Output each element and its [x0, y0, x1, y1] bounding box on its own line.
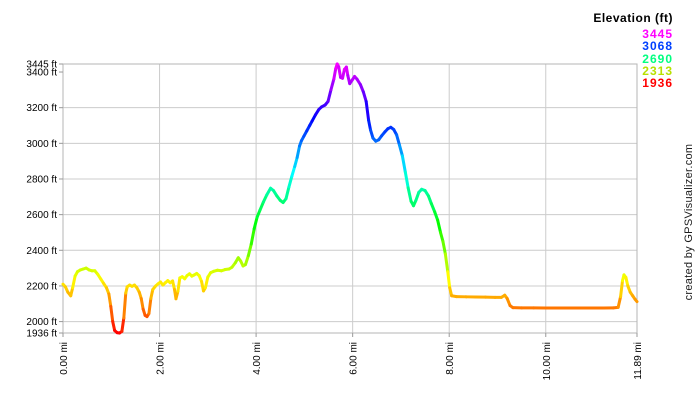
- elevation-line-segment: [109, 304, 115, 324]
- elevation-line-segment: [367, 118, 373, 132]
- x-axis-tick-label: 10.00 mi: [542, 342, 553, 380]
- elevation-line-segment: [246, 242, 253, 258]
- elevation-line-segment: [403, 170, 410, 190]
- elevation-line-segment: [400, 154, 407, 174]
- elevation-line-segment: [436, 218, 443, 234]
- elevation-line-segment: [341, 67, 346, 80]
- elevation-line-segment: [249, 227, 256, 246]
- elevation-line-segment: [395, 133, 401, 147]
- elevation-line-segment: [293, 156, 299, 169]
- elevation-line-segment: [361, 90, 368, 103]
- elevation-line-segment: [71, 274, 77, 290]
- elevation-line-segment: [633, 297, 639, 304]
- elevation-line-segment: [147, 296, 153, 316]
- elevation-line-segment: [616, 295, 623, 309]
- elevation-line-segment: [337, 65, 343, 79]
- legend-entry: 3445: [642, 27, 673, 41]
- y-axis-tick-label: 3000 ft: [26, 139, 57, 150]
- legend-entry: 3068: [642, 39, 673, 54]
- elevation-line-segment: [441, 239, 447, 256]
- elevation-line-segment: [122, 291, 128, 320]
- x-axis-tick-label: 6.00 mi: [349, 342, 360, 375]
- x-axis-tick-label: 8.00 mi: [445, 342, 456, 375]
- legend-entry: 2313: [642, 63, 673, 78]
- y-axis-tick-label: 2400 ft: [26, 246, 57, 257]
- legend-entries: 3445 3068 2690 2313 1936: [593, 27, 673, 91]
- legend-entry: 1936: [642, 76, 673, 91]
- legend-entry: 2690: [642, 51, 673, 66]
- y-axis-tick-label: 2200 ft: [26, 281, 57, 292]
- elevation-line-segment: [203, 275, 210, 290]
- x-axis-tick-label: 2.00 mi: [156, 342, 167, 375]
- y-axis-tick-label: 3200 ft: [26, 103, 57, 114]
- elevation-line-segment: [290, 165, 297, 178]
- elevation-line-segment: [429, 202, 437, 214]
- elevation-line-segment: [252, 215, 259, 231]
- elevation-line-segment: [446, 270, 452, 290]
- x-axis-tick-label: 11.89 mi: [633, 342, 644, 380]
- elevation-line-segment: [284, 185, 291, 201]
- elevation-line-segment: [120, 316, 126, 333]
- elevation-line-segment: [111, 320, 117, 333]
- x-axis-tick-label: 0.00 mi: [59, 342, 70, 375]
- elevation-line-segment: [107, 292, 113, 308]
- elevation-line-segment: [406, 186, 413, 203]
- y-axis-tick-label: 2000 ft: [26, 317, 57, 328]
- y-axis-tick-label: 3445 ft: [26, 60, 57, 71]
- elevation-line-segment: [243, 254, 250, 267]
- elevation-line-segment: [149, 288, 155, 300]
- plot-frame: [62, 63, 638, 334]
- y-axis-tick-label: 2600 ft: [26, 210, 57, 221]
- elevation-line-segment: [439, 230, 445, 243]
- elevation-line-segment: [397, 143, 404, 158]
- elevation-line-segment: [139, 296, 145, 311]
- elevation-line-segment: [332, 66, 338, 81]
- elevation-line-segment: [619, 279, 625, 299]
- y-axis-tick-label: 2800 ft: [26, 174, 57, 185]
- elevation-line-segment: [287, 174, 294, 189]
- elevation-line-segment: [326, 88, 333, 103]
- elevation-line-segment: [295, 144, 302, 160]
- watermark-credit: created by GPSVisualizer.com: [683, 143, 695, 301]
- y-axis-tick-label: 1936 ft: [26, 329, 57, 340]
- elevation-line-segment: [364, 99, 371, 122]
- elevation-line-segment: [443, 252, 450, 274]
- y-axis-tick-label: 3400 ft: [26, 68, 57, 79]
- elevation-line-segment: [329, 77, 336, 92]
- elevation-line-segment: [176, 276, 182, 293]
- legend: Elevation (ft) 3445 3068 2690 2313 1936: [593, 11, 673, 89]
- legend-title: Elevation (ft): [593, 11, 673, 25]
- x-axis-tick-label: 4.00 mi: [252, 342, 263, 375]
